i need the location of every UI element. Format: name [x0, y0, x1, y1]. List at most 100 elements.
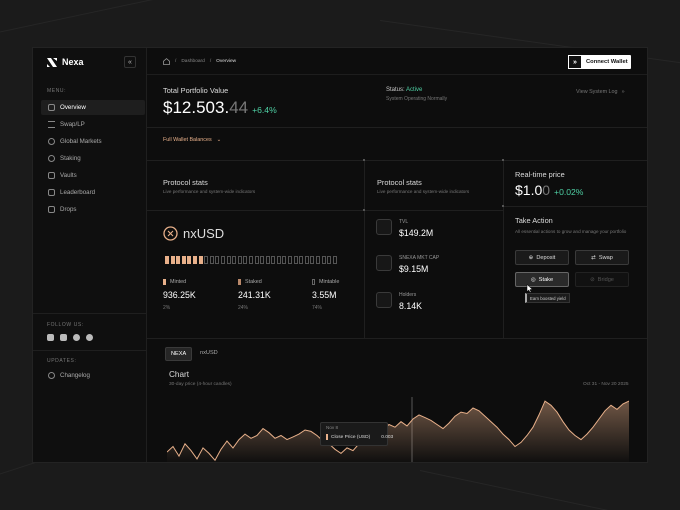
sidebar-item-drops[interactable]: Drops — [41, 202, 145, 217]
progress-segment — [276, 256, 281, 264]
chart-point — [502, 433, 504, 435]
main-content: / Dashboard / Overview » Connect Wallet … — [147, 48, 647, 463]
grid-marker — [502, 159, 504, 161]
chart-point — [622, 403, 624, 405]
full-wallet-balances-toggle[interactable]: Full Wallet Balances ⌄ — [163, 137, 221, 143]
series-marker-icon — [326, 434, 328, 440]
breadcrumb-dashboard[interactable]: Dashboard — [181, 59, 205, 64]
token-name: nxUSD — [183, 226, 225, 241]
progress-segment — [220, 256, 225, 264]
divider — [503, 206, 647, 207]
chart-tooltip-row: Close Price (USD) 0.003 — [326, 434, 393, 440]
bg-line — [419, 470, 680, 510]
chart-point — [616, 409, 618, 410]
progress-segment — [321, 256, 326, 264]
snexa-mkt-cap-label: SNEXA MKT CAP — [399, 255, 440, 261]
sidebar-item-label: Staking — [60, 155, 81, 162]
divider — [364, 160, 365, 338]
progress-segment — [293, 256, 298, 264]
sidebar: Nexa « MENU: Overview Swap/LP Global Mar… — [33, 48, 147, 462]
follow-section-label: FOLLOW US: — [47, 322, 84, 328]
gift-icon — [48, 206, 55, 213]
chart-point — [598, 418, 600, 420]
chart-point — [244, 433, 246, 435]
deposit-icon: ⊕ — [528, 254, 534, 261]
tab-nxusd[interactable]: nxUSD — [200, 350, 218, 356]
sidebar-item-swap-lp[interactable]: Swap/LP — [41, 117, 145, 132]
divider — [33, 350, 147, 351]
sidebar-item-staking[interactable]: Staking — [41, 151, 145, 166]
price-dim: 0 — [542, 182, 551, 198]
progress-segment — [260, 256, 265, 264]
token-header: nxUSD — [163, 226, 224, 241]
chart-point — [208, 453, 210, 454]
holders-icon — [376, 292, 392, 308]
chart-point — [340, 453, 342, 454]
top-bar: / Dashboard / Overview » Connect Wallet — [147, 48, 647, 75]
stake-button[interactable]: ◎ Stake — [515, 272, 569, 287]
progress-segment — [332, 256, 337, 264]
chart-point — [478, 410, 480, 412]
minted-percent: 2% — [163, 305, 171, 311]
sidebar-item-label: Vaults — [60, 172, 77, 179]
sidebar-item-vaults[interactable]: Vaults — [41, 168, 145, 183]
home-icon[interactable] — [163, 58, 170, 65]
divider — [147, 160, 647, 161]
stack-icon — [48, 155, 55, 162]
chart-point — [400, 421, 402, 422]
swap-button[interactable]: ⇄ Swap — [575, 250, 629, 265]
status-subtext: System Operating Normally — [386, 96, 448, 102]
chart-point — [556, 411, 558, 413]
bridge-icon: ⊘ — [590, 276, 595, 283]
realtime-price: $1.0 0 +0.02% — [515, 182, 583, 198]
chart-point — [520, 442, 522, 443]
grid-marker — [363, 209, 365, 211]
system-status: Status: Active — [386, 87, 422, 93]
sidebar-item-label: Global Markets — [60, 138, 102, 145]
deposit-button[interactable]: ⊕ Deposit — [515, 250, 569, 265]
chart-point — [490, 421, 492, 422]
progress-segment — [310, 256, 315, 264]
chart-point — [550, 405, 552, 406]
chart-point — [190, 450, 192, 451]
sidebar-item-leaderboard[interactable]: Leaderboard — [41, 185, 145, 200]
divider — [503, 160, 504, 338]
chart-point — [214, 460, 216, 461]
telegram-icon[interactable] — [73, 334, 80, 341]
collapse-sidebar-button[interactable]: « — [124, 56, 136, 68]
price-chart[interactable] — [167, 393, 629, 463]
github-icon[interactable] — [86, 334, 93, 341]
sidebar-item-overview[interactable]: Overview — [41, 100, 145, 115]
minted-value: 936.25K — [163, 290, 196, 300]
sidebar-item-changelog[interactable]: Changelog — [41, 368, 145, 383]
swap-icon — [48, 121, 55, 128]
connect-wallet-button[interactable]: » Connect Wallet — [568, 55, 631, 69]
bridge-button[interactable]: ⊘ Bridge — [575, 272, 629, 287]
chart-point — [448, 422, 450, 424]
progress-segment — [232, 256, 237, 264]
metric-label: Mintable — [319, 279, 340, 285]
chart-point — [562, 421, 564, 422]
chart-point — [424, 417, 426, 418]
deposit-label: Deposit — [536, 254, 556, 261]
stake-tooltip: Earn boosted yield — [525, 293, 570, 303]
chart-point — [292, 436, 294, 438]
bg-line — [0, 0, 254, 41]
price-main: $1.0 — [515, 182, 543, 198]
progress-segment — [176, 256, 181, 264]
sidebar-item-global-markets[interactable]: Global Markets — [41, 134, 145, 149]
chart-point — [298, 433, 300, 435]
brand-logo[interactable]: Nexa — [47, 57, 84, 67]
discord-icon[interactable] — [47, 334, 54, 341]
view-system-log-link[interactable]: View System Log» — [576, 89, 625, 95]
progress-segment — [170, 256, 175, 264]
chart-point — [256, 435, 258, 436]
grid-marker — [363, 159, 365, 161]
trend-icon — [376, 219, 392, 235]
progress-segment — [237, 256, 242, 264]
double-chevron-left-icon: « — [128, 58, 132, 66]
app-window: Nexa « MENU: Overview Swap/LP Global Mar… — [32, 47, 648, 463]
x-icon[interactable] — [60, 334, 67, 341]
social-links — [47, 334, 93, 341]
tab-nexa[interactable]: NEXA — [165, 347, 193, 361]
